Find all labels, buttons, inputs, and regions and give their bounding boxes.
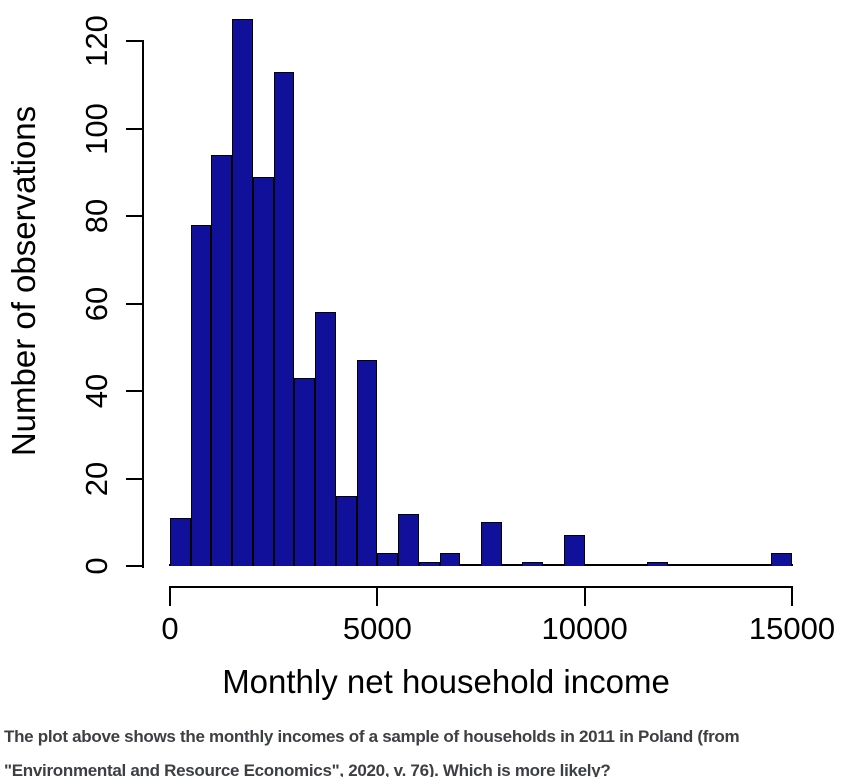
- histogram-bar: [190, 224, 212, 566]
- x-axis-title: Monthly net household income: [222, 663, 670, 700]
- x-tick: [169, 586, 171, 606]
- x-tick-label: 0: [161, 611, 179, 646]
- caption: The plot above shows the monthly incomes…: [4, 720, 740, 777]
- x-tick: [791, 586, 793, 606]
- y-tick-label: 40: [79, 373, 114, 409]
- histogram-bar: [356, 360, 378, 566]
- histogram-bar: [439, 552, 461, 566]
- histogram-bar: [232, 19, 253, 566]
- histogram-bar: [294, 377, 316, 566]
- y-tick-label: 120: [79, 15, 114, 67]
- y-axis-title: Number of observations: [5, 105, 42, 457]
- histogram-bar: [771, 552, 792, 566]
- histogram-bar: [273, 71, 295, 566]
- y-tick: [126, 127, 144, 130]
- x-tick-label: 10000: [541, 611, 628, 646]
- y-tick: [126, 215, 144, 217]
- y-tick: [126, 302, 144, 305]
- histogram-bar: [481, 522, 502, 566]
- y-tick-label: 20: [79, 461, 114, 496]
- histogram-bar: [170, 517, 191, 566]
- x-tick-label: 15000: [748, 611, 836, 646]
- histogram-bar: [646, 561, 668, 566]
- x-tick-label: 5000: [342, 611, 412, 646]
- caption-line2: "Environmental and Resource Economics", …: [4, 761, 611, 777]
- histogram-bar: [522, 561, 544, 566]
- caption-line1: The plot above shows the monthly incomes…: [4, 727, 740, 746]
- x-tick: [583, 586, 586, 606]
- y-tick: [126, 40, 144, 42]
- x-axis-line: [169, 586, 793, 588]
- histogram-bar: [252, 176, 274, 566]
- y-tick: [126, 390, 144, 392]
- y-tick: [126, 477, 144, 480]
- y-tick-label: 100: [79, 102, 114, 155]
- histogram-bar: [398, 513, 419, 566]
- x-tick: [376, 586, 379, 606]
- histogram-bar: [315, 312, 336, 566]
- histogram-bar: [418, 561, 440, 566]
- y-tick-label: 0: [79, 557, 114, 575]
- histogram-bar: [211, 154, 233, 566]
- y-tick: [126, 565, 144, 567]
- y-tick-label: 60: [79, 286, 114, 321]
- y-tick-label: 80: [79, 198, 114, 234]
- histogram-bar: [377, 552, 399, 566]
- histogram-bar: [563, 535, 585, 566]
- histogram-bar: [335, 496, 357, 566]
